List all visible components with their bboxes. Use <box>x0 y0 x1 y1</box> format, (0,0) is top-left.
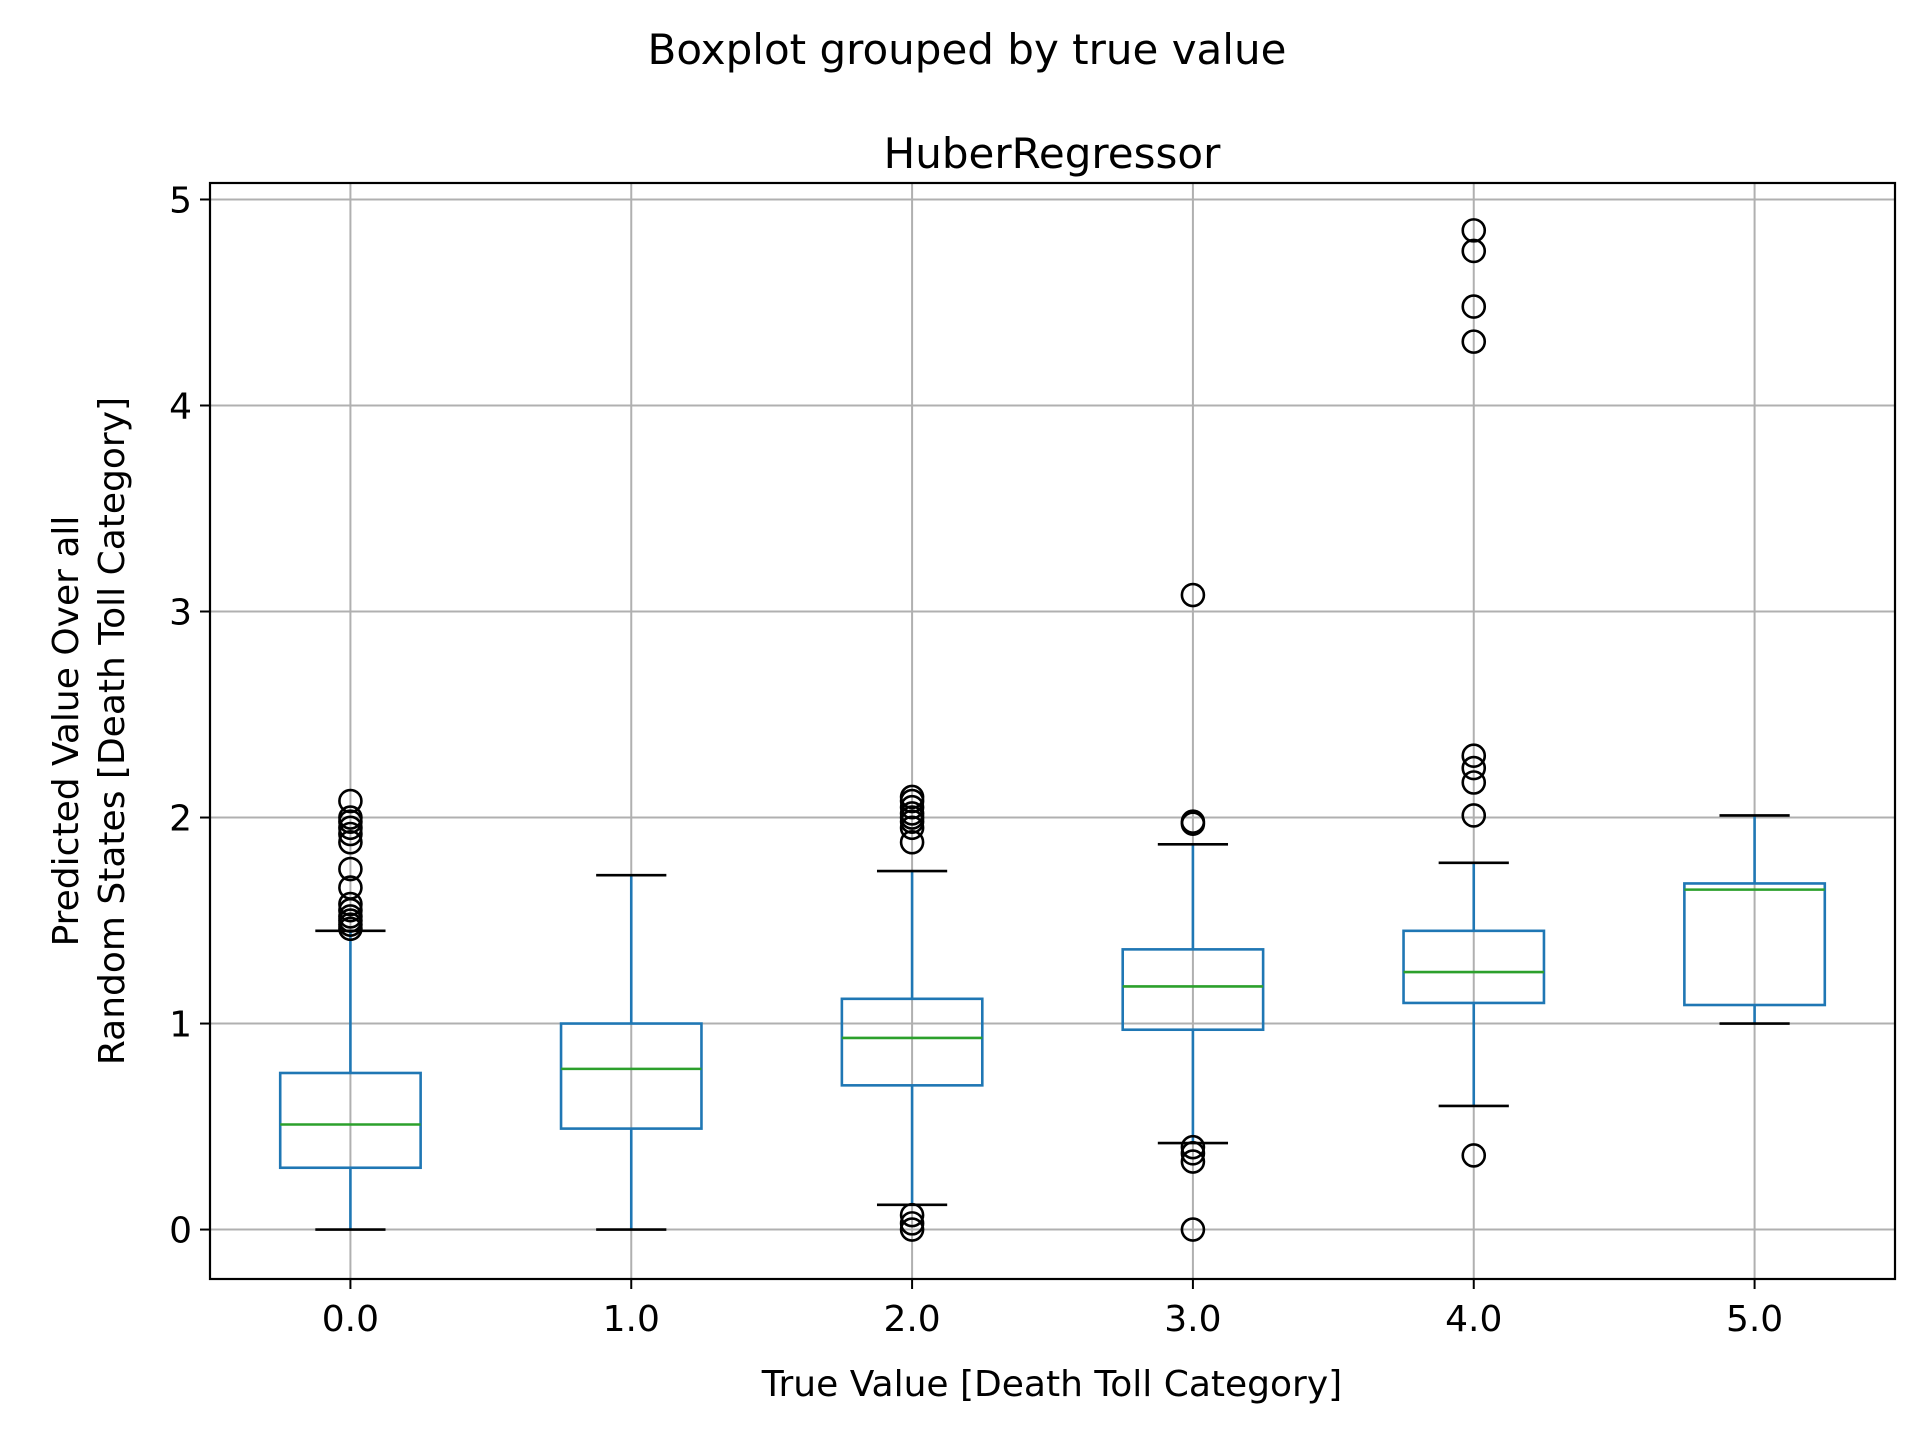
box-group <box>1683 814 1827 1025</box>
outlier-point <box>338 821 363 847</box>
outlier-point <box>1180 1217 1206 1242</box>
y-tick-label: 0 <box>169 1211 192 1252</box>
x-tick-label: 0.0 <box>322 1299 379 1340</box>
outlier-point <box>1461 329 1487 354</box>
outlier-point <box>899 784 925 810</box>
x-tick-label: 2.0 <box>883 1299 940 1340</box>
box-iqr <box>559 1022 703 1130</box>
y-tick-label: 2 <box>169 799 192 840</box>
outlier-point <box>1461 755 1487 781</box>
outlier-point <box>1180 1149 1206 1174</box>
x-tick-label: 5.0 <box>1726 1299 1783 1340</box>
box-group <box>1121 582 1265 1242</box>
box-group <box>1402 218 1546 1168</box>
y-tick-label: 1 <box>169 1005 192 1046</box>
box-iqr <box>278 1071 422 1170</box>
outlier-point <box>338 875 363 900</box>
outlier-point <box>1180 809 1206 834</box>
box-iqr <box>1121 948 1265 1032</box>
outlier-point <box>338 856 363 882</box>
outlier-point <box>1461 1143 1487 1168</box>
outlier-point <box>1461 218 1487 243</box>
outlier-point <box>338 904 363 929</box>
outlier-point <box>1461 743 1487 769</box>
box-group <box>840 784 984 1242</box>
outlier-point <box>899 1217 925 1242</box>
outlier-point <box>338 788 363 814</box>
chart-title: HuberRegressor <box>884 129 1221 178</box>
outlier-point <box>899 829 925 855</box>
outlier-point <box>1180 582 1206 608</box>
box-iqr <box>1402 929 1546 1005</box>
x-axis-label: True Value [Death Toll Category] <box>761 1364 1342 1405</box>
outlier-point <box>899 794 925 820</box>
box-iqr <box>840 997 984 1087</box>
outlier-point <box>338 815 363 841</box>
x-tick-label: 3.0 <box>1164 1299 1221 1340</box>
box-layer <box>278 218 1827 1242</box>
plot-frame <box>208 181 1897 1281</box>
x-tick-label: 4.0 <box>1445 1299 1502 1340</box>
outlier-point <box>899 815 925 841</box>
outlier-point <box>1180 1141 1206 1166</box>
outlier-point <box>1461 294 1487 319</box>
outlier-point <box>899 1211 925 1236</box>
y-tick-label: 5 <box>169 180 192 221</box>
outlier-point <box>899 1202 925 1228</box>
y-tick-label: 4 <box>169 386 192 427</box>
outlier-point <box>338 891 363 917</box>
y-axis-label-line-1: Predicted Value Over all <box>46 516 87 947</box>
outlier-point <box>1461 770 1487 795</box>
box-group <box>559 873 703 1231</box>
chart-suptitle: Boxplot grouped by true value <box>648 25 1287 74</box>
tick-layer: 0 1 2 3 4 5 0.0 1.0 2.0 3.0 4.0 5.0 <box>169 180 1783 1340</box>
box-iqr <box>1683 882 1827 1007</box>
x-tick-label: 1.0 <box>603 1299 660 1340</box>
outlier-point <box>1461 803 1487 828</box>
outlier-point <box>1180 1134 1206 1160</box>
outlier-point <box>1461 238 1487 264</box>
grid-layer <box>210 183 1895 1279</box>
outlier-point <box>338 805 363 830</box>
outlier-point <box>899 801 925 826</box>
y-tick-label: 3 <box>169 593 192 634</box>
outlier-point <box>338 829 363 855</box>
y-axis-label-line-2: Random States [Death Toll Category] <box>92 397 133 1065</box>
box-group <box>278 788 422 1231</box>
